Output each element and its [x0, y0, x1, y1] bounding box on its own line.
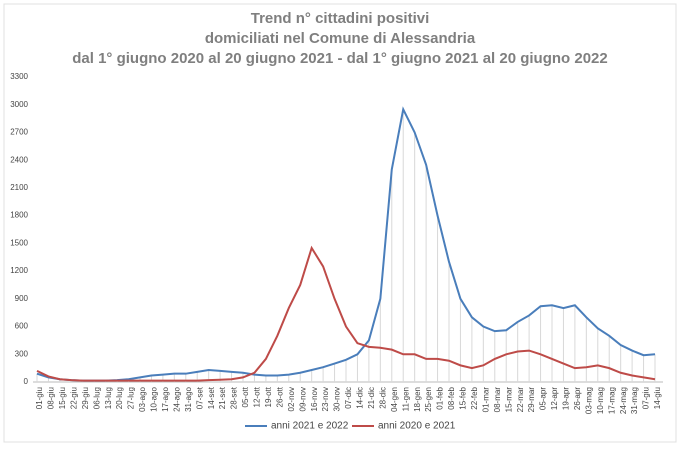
x-tick-label: 01-feb	[436, 386, 445, 409]
x-tick-label: 20-lug	[115, 387, 124, 409]
y-tick-label: 1500	[10, 238, 28, 247]
x-tick-label: 07-dic	[344, 387, 353, 409]
x-tick-label: 24-mag	[619, 387, 628, 414]
x-tick-label: 15-feb	[459, 386, 468, 409]
y-tick-label: 600	[15, 322, 29, 331]
x-tick-label: 25-gen	[424, 387, 433, 412]
x-tick-label: 24-ago	[172, 386, 181, 411]
x-tick-label: 22-giu	[69, 387, 78, 409]
chart-title: dal 1° giugno 2020 al 20 giugno 2021 - d…	[72, 50, 608, 67]
x-tick-label: 05-ott	[241, 386, 250, 407]
x-tick-label: 03-mag	[584, 387, 593, 414]
y-tick-label: 1200	[10, 266, 28, 275]
y-tick-label: 0	[24, 377, 29, 386]
x-tick-label: 29-giu	[81, 387, 90, 409]
frame	[3, 3, 677, 443]
x-tick-label: 10-ago	[150, 386, 159, 411]
x-tick-label: 30-nov	[333, 387, 342, 411]
x-tick-label: 10-mag	[596, 387, 605, 414]
y-tick-label: 300	[15, 349, 29, 358]
x-tick-label: 11-gen	[401, 387, 410, 411]
y-tick-label: 2400	[10, 155, 28, 164]
x-tick-label: 17-ago	[161, 386, 170, 411]
x-tick-label: 21-dic	[367, 387, 376, 409]
x-tick-label: 02-nov	[287, 387, 296, 411]
x-tick-label: 22-mar	[516, 387, 525, 413]
x-tick-label: 22-feb	[470, 386, 479, 409]
x-tick-label: 05-apr	[539, 387, 548, 410]
x-tick-label: 26-apr	[573, 387, 582, 410]
x-tick-label: 09-nov	[298, 387, 307, 411]
x-tick-label: 31-mag	[630, 387, 639, 414]
x-tick-label: 15-giu	[58, 387, 67, 409]
legend-label: anni 2020 e 2021	[378, 421, 456, 432]
x-tick-label: 13-lug	[104, 387, 113, 409]
x-tick-label: 01-mar	[481, 387, 490, 413]
x-tick-label: 07-giu	[642, 387, 651, 409]
x-tick-label: 28-set	[230, 386, 239, 409]
series-line	[36, 245, 656, 382]
x-tick-label: 29-mar	[527, 387, 536, 413]
x-tick-label: 04-gen	[390, 387, 399, 412]
x-tick-label: 19-ott	[264, 386, 273, 407]
chart-title: Trend n° cittadini positivi	[251, 10, 430, 27]
y-tick-label: 900	[15, 294, 29, 303]
x-tick-label: 14-giu	[653, 387, 662, 409]
x-tick-label: 12-ott	[253, 386, 262, 407]
x-tick-label: 08-feb	[447, 386, 456, 409]
y-tick-label: 3000	[10, 100, 28, 109]
x-tick-label: 01-giu	[35, 387, 44, 409]
y-tick-label: 2700	[10, 128, 28, 137]
x-tick-label: 12-apr	[550, 387, 559, 410]
x-tick-label: 15-mar	[504, 387, 513, 413]
x-tick-label: 07-set	[195, 386, 204, 409]
x-tick-label: 16-nov	[310, 387, 319, 411]
y-tick-label: 3300	[10, 72, 28, 81]
x-tick-label: 23-nov	[321, 387, 330, 411]
x-tick-label: 31-ago	[184, 386, 193, 411]
x-tick-label: 08-mar	[493, 387, 502, 413]
y-tick-label: 1800	[10, 211, 28, 220]
legend-label: anni 2021 e 2022	[271, 421, 349, 432]
x-tick-label: 17-mag	[607, 387, 616, 414]
y-tick-label: 2100	[10, 183, 28, 192]
x-tick-label: 14-set	[207, 386, 216, 409]
x-tick-label: 18-gen	[413, 387, 422, 412]
x-tick-label: 14-dic	[356, 387, 365, 409]
x-tick-label: 28-dic	[378, 387, 387, 409]
x-tick-label: 21-set	[218, 386, 227, 409]
x-tick-label: 26-ott	[275, 386, 284, 407]
x-tick-label: 19-apr	[562, 387, 571, 410]
x-tick-label: 06-lug	[92, 387, 101, 409]
series-line	[36, 106, 656, 382]
chart-title: domiciliati nel Comune di Alessandria	[205, 30, 476, 47]
x-tick-label: 03-ago	[138, 386, 147, 411]
x-tick-label: 08-giu	[47, 387, 56, 409]
x-tick-label: 27-lug	[127, 387, 136, 409]
